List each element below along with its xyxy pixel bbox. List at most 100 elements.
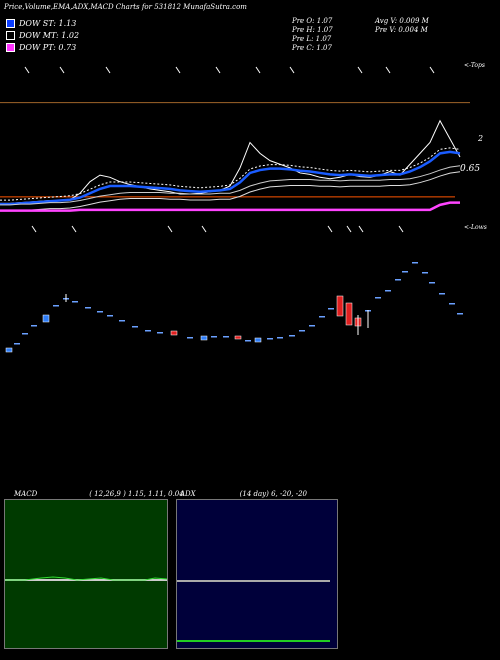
- macd-panel: [4, 499, 168, 649]
- candle-mark: [119, 320, 125, 322]
- low-markers: [31, 225, 404, 233]
- prev-open: Pre O: 1.07: [292, 17, 333, 25]
- macd-title-text: MACD: [14, 490, 38, 498]
- legend-swatch-mt: [6, 31, 15, 40]
- top-marker: [357, 66, 363, 74]
- candle-mark: [107, 315, 113, 317]
- trend-low-line: [0, 201, 460, 212]
- chart-source-text: MunafaSutra.com: [183, 3, 247, 11]
- macd-line: [5, 576, 168, 581]
- price-last-label: 0.65: [460, 164, 481, 174]
- candle-mark: [85, 307, 91, 309]
- candle-mark: [422, 272, 428, 274]
- candle-body: [254, 337, 262, 343]
- low-marker: [358, 225, 364, 233]
- macd-title: MACD ( 12,26,9 ) 1.15, 1.11, 0.04: [14, 490, 184, 498]
- top-marker: [429, 66, 435, 74]
- avg-volume: Avg V: 0.009 M: [375, 17, 429, 25]
- adx-params: (14 day) 6, -20, -20: [239, 490, 307, 498]
- prev-volume: Pre V: 0.004 M: [375, 26, 428, 34]
- tops-label: <-Tops: [464, 62, 485, 69]
- candle-mark: [72, 301, 78, 303]
- candle-mark: [267, 338, 273, 340]
- lows-label: <-Lows: [464, 224, 487, 231]
- price-lines: [0, 119, 461, 212]
- adx-svg: [177, 580, 330, 642]
- candle-mark: [211, 336, 217, 338]
- candle-mark: [31, 325, 37, 327]
- candle-body: [42, 314, 50, 323]
- legend-dow-st: DOW ST: 1.13: [6, 19, 76, 28]
- candle-mark: [157, 332, 163, 334]
- candlesticks: [5, 262, 463, 353]
- top-marker: [385, 66, 391, 74]
- low-marker: [31, 225, 37, 233]
- adx-panel: [176, 499, 338, 649]
- low-marker: [71, 225, 77, 233]
- legend-dow-mt: DOW MT: 1.02: [6, 31, 79, 40]
- candle-mark: [53, 305, 59, 307]
- top-marker: [105, 66, 111, 74]
- price-level-label: 2: [478, 134, 484, 143]
- candle-mark: [429, 282, 435, 284]
- candle-mark: [187, 337, 193, 339]
- top-marker: [59, 66, 65, 74]
- macd-params: ( 12,26,9 ) 1.15, 1.11, 0.04: [89, 490, 184, 498]
- candle-mark: [412, 262, 418, 264]
- candle-mark: [145, 330, 151, 332]
- top-marker: [255, 66, 261, 74]
- candle-mark: [319, 316, 325, 318]
- legend-label-mt: DOW MT: 1.02: [19, 31, 80, 40]
- candle-body: [336, 295, 344, 317]
- prev-low: Pre L: 1.07: [292, 35, 332, 43]
- candle-mark: [309, 325, 315, 327]
- macd-svg: [5, 576, 168, 581]
- legend-label-pt: DOW PT: 0.73: [19, 43, 77, 52]
- top-marker: [24, 66, 30, 74]
- ema-long-line: [0, 165, 461, 206]
- legend-dow-pt: DOW PT: 0.73: [6, 43, 76, 52]
- candle-mark: [328, 308, 334, 310]
- prev-close: Pre C: 1.07: [292, 44, 332, 52]
- top-markers: [24, 66, 435, 74]
- candle-mark: [395, 279, 401, 281]
- candle-mark: [375, 297, 381, 299]
- candle-mark: [277, 337, 283, 339]
- low-marker: [201, 225, 207, 233]
- candle-mark: [457, 313, 463, 315]
- chart-title-text: Price,Volume,EMA,ADX,MACD Charts for 531…: [4, 3, 181, 11]
- candle-mark: [385, 290, 391, 292]
- candle-mark: [439, 293, 445, 295]
- candle-body: [5, 347, 13, 353]
- ema-long-lower-line: [0, 171, 461, 212]
- legend-swatch-pt: [6, 43, 15, 52]
- candle-mark: [223, 336, 229, 338]
- low-marker: [327, 225, 333, 233]
- price-line: [0, 119, 461, 204]
- chart-title: Price,Volume,EMA,ADX,MACD Charts for 531…: [4, 3, 247, 11]
- adx-title: ADX (14 day) 6, -20, -20: [180, 490, 307, 498]
- candle-body: [170, 330, 178, 336]
- prev-high: Pre H: 1.07: [292, 26, 333, 34]
- low-marker: [346, 225, 352, 233]
- candle-mark: [299, 330, 305, 332]
- candle-mark: [449, 303, 455, 305]
- candle-mark: [22, 333, 28, 335]
- candle-mark: [245, 340, 251, 342]
- candle-mark: [402, 271, 408, 273]
- ema-short-line: [0, 150, 461, 206]
- candle-body: [200, 335, 208, 341]
- low-marker: [398, 225, 404, 233]
- candle-body: [234, 335, 242, 340]
- legend-label-st: DOW ST: 1.13: [19, 19, 77, 28]
- candle-mark: [132, 326, 138, 328]
- ema-dotted-line: [0, 147, 461, 201]
- top-marker: [215, 66, 221, 74]
- candle-mark: [97, 311, 103, 313]
- candle-mark: [289, 335, 295, 337]
- low-marker: [167, 225, 173, 233]
- legend-swatch-st: [6, 19, 15, 28]
- top-marker: [175, 66, 181, 74]
- adx-title-text: ADX: [180, 490, 196, 498]
